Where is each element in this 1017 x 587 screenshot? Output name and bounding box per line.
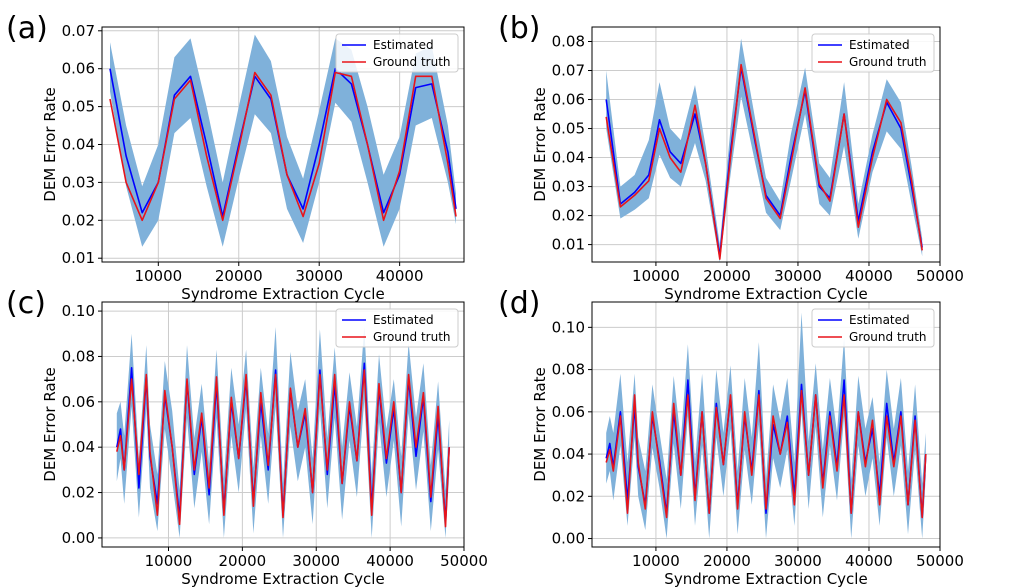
x-tick-label: 20000 bbox=[703, 267, 751, 285]
x-tick-label: 30000 bbox=[774, 552, 822, 570]
x-tick-label: 10000 bbox=[632, 267, 680, 285]
x-tick-label: 30000 bbox=[292, 552, 340, 570]
y-tick-label: 0.10 bbox=[62, 302, 95, 320]
legend-entry: Ground truth bbox=[849, 55, 927, 69]
y-tick-label: 0.06 bbox=[552, 403, 585, 421]
legend-entry: Estimated bbox=[849, 38, 910, 52]
x-tick-label: 50000 bbox=[916, 552, 964, 570]
x-tick-label: 40000 bbox=[366, 552, 414, 570]
y-tick-label: 0.07 bbox=[62, 22, 95, 40]
x-tick-label: 40000 bbox=[845, 267, 893, 285]
panel-letter: (d) bbox=[498, 286, 540, 321]
y-tick-label: 0.08 bbox=[552, 361, 585, 379]
uncertainty-band bbox=[606, 38, 923, 262]
y-axis-label: DEM Error Rate bbox=[41, 367, 59, 481]
y-tick-label: 0.02 bbox=[62, 484, 95, 502]
chart-panel-d: (d) 0.00 0.02 0.04 0.06 0.08 0.10 10000 20000 300… bbox=[498, 286, 964, 587]
chart-panel-a: (a) 0.01 0.02 0.03 0.04 0.05 0.06 0.07 10000 2000… bbox=[6, 11, 465, 303]
y-axis-label: DEM Error Rate bbox=[531, 87, 549, 201]
chart-panel-b: (b) 0.01 0.02 0.03 0.04 0.05 0.06 0.07 0.08 10000… bbox=[498, 11, 964, 303]
legend-box bbox=[335, 33, 459, 73]
chart-panel-c: (c) 0.00 0.02 0.04 0.06 0.08 0.10 10000 20000 300… bbox=[6, 286, 488, 587]
panel-letter: (c) bbox=[6, 286, 46, 321]
panel-letter: (a) bbox=[6, 11, 48, 46]
legend: Estimated Ground truth bbox=[335, 308, 459, 348]
legend-entry: Estimated bbox=[373, 313, 434, 327]
x-tick-label: 50000 bbox=[440, 552, 488, 570]
x-tick-label: 10000 bbox=[134, 267, 182, 285]
x-tick-label: 30000 bbox=[774, 267, 822, 285]
legend: Estimated Ground truth bbox=[335, 33, 459, 73]
x-tick-label: 10000 bbox=[632, 552, 680, 570]
y-tick-label: 0.07 bbox=[552, 62, 585, 80]
uncertainty-band bbox=[110, 34, 456, 247]
y-tick-label: 0.10 bbox=[552, 318, 585, 336]
y-tick-label: 0.06 bbox=[552, 91, 585, 109]
x-tick-label: 40000 bbox=[376, 267, 424, 285]
ground-truth-line bbox=[605, 389, 927, 519]
y-tick-label: 0.04 bbox=[62, 136, 95, 154]
y-tick-label: 0.05 bbox=[552, 120, 585, 138]
x-axis-label: Syndrome Extraction Cycle bbox=[664, 285, 867, 303]
x-tick-label: 20000 bbox=[219, 552, 267, 570]
legend: Estimated Ground truth bbox=[811, 33, 935, 73]
x-axis-label: Syndrome Extraction Cycle bbox=[181, 570, 384, 587]
uncertainty-band bbox=[116, 327, 450, 538]
y-tick-label: 0.00 bbox=[62, 529, 95, 547]
plot-frame bbox=[591, 301, 941, 548]
legend-entry: Estimated bbox=[849, 313, 910, 327]
y-tick-label: 0.04 bbox=[62, 438, 95, 456]
y-tick-label: 0.04 bbox=[552, 445, 585, 463]
uncertainty-band bbox=[606, 312, 926, 539]
ground-truth-line bbox=[116, 369, 450, 528]
x-axis-label: Syndrome Extraction Cycle bbox=[181, 285, 384, 303]
y-tick-label: 0.01 bbox=[552, 236, 585, 254]
y-tick-label: 0.02 bbox=[552, 207, 585, 225]
y-tick-label: 0.03 bbox=[62, 173, 95, 191]
ground-truth-line bbox=[605, 63, 923, 260]
y-tick-label: 0.04 bbox=[552, 149, 585, 167]
legend: Estimated Ground truth bbox=[811, 308, 935, 348]
y-axis-label: DEM Error Rate bbox=[531, 367, 549, 481]
legend-entry: Ground truth bbox=[373, 330, 451, 344]
y-axis-label: DEM Error Rate bbox=[41, 87, 59, 201]
legend-box bbox=[811, 33, 935, 73]
panel-letter: (b) bbox=[498, 11, 540, 46]
y-tick-label: 0.00 bbox=[552, 530, 585, 548]
y-tick-label: 0.06 bbox=[62, 393, 95, 411]
legend-box bbox=[811, 308, 935, 348]
y-tick-label: 0.03 bbox=[552, 178, 585, 196]
ground-truth-line bbox=[109, 71, 457, 222]
legend-entry: Ground truth bbox=[373, 55, 451, 69]
x-tick-label: 40000 bbox=[845, 552, 893, 570]
x-tick-label: 10000 bbox=[145, 552, 193, 570]
x-tick-label: 50000 bbox=[916, 267, 964, 285]
y-tick-label: 0.02 bbox=[552, 487, 585, 505]
y-tick-label: 0.08 bbox=[552, 33, 585, 51]
x-tick-label: 30000 bbox=[295, 267, 343, 285]
legend-entry: Ground truth bbox=[849, 330, 927, 344]
plot-frame bbox=[101, 301, 465, 548]
y-tick-label: 0.08 bbox=[62, 347, 95, 365]
legend-box bbox=[335, 308, 459, 348]
x-tick-label: 20000 bbox=[215, 267, 263, 285]
x-axis-label: Syndrome Extraction Cycle bbox=[664, 570, 867, 587]
legend-entry: Estimated bbox=[373, 38, 434, 52]
x-tick-label: 20000 bbox=[703, 552, 751, 570]
y-tick-label: 0.01 bbox=[62, 249, 95, 267]
y-tick-label: 0.06 bbox=[62, 60, 95, 78]
y-tick-label: 0.05 bbox=[62, 98, 95, 116]
plot-frame bbox=[591, 26, 941, 263]
y-tick-label: 0.02 bbox=[62, 211, 95, 229]
